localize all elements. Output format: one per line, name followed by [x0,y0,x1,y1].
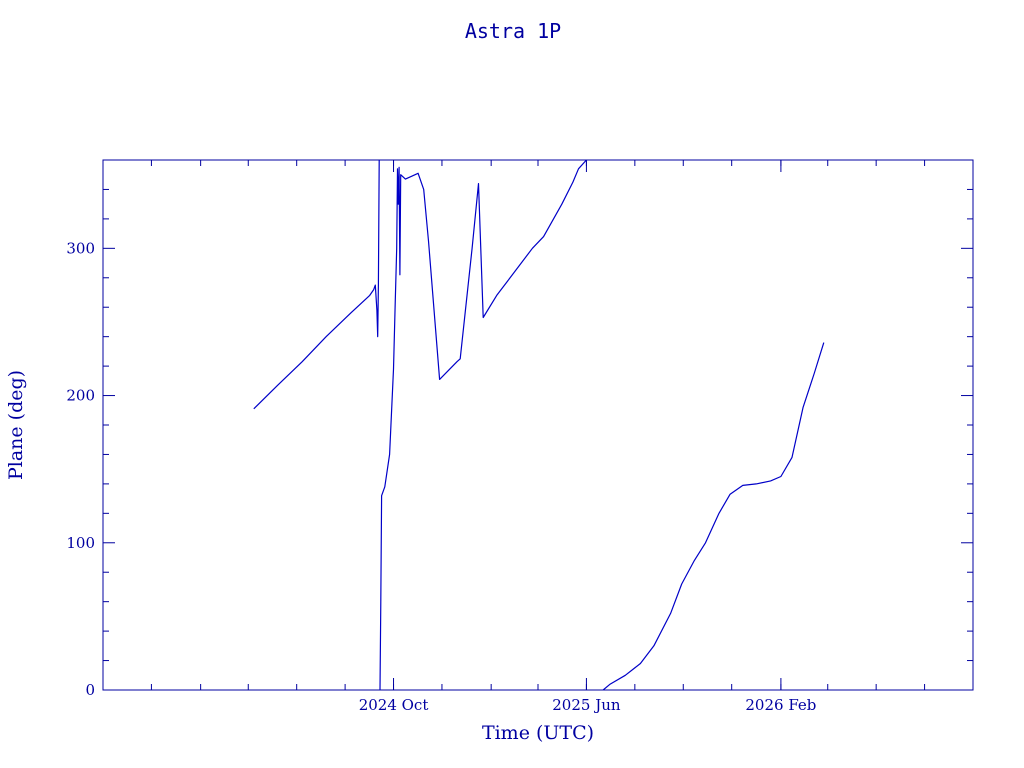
chart-title: Astra 1P [465,19,561,43]
series-line-3 [602,342,825,691]
x-tick-label: 2025 Jun [552,696,621,714]
axis-ticks [103,160,973,690]
y-axis-label: Plane (deg) [5,370,27,480]
plot-frame [102,159,974,691]
axis-tick-labels: 2024 Oct 2025 Jun 2026 Feb 0 100 200 300 [66,239,816,714]
x-axis-label: Time (UTC) [482,722,594,744]
x-tick-label: 2024 Oct [359,696,429,714]
series-layer [253,159,825,691]
y-tick-label: 0 [85,681,95,699]
y-tick-label: 100 [66,534,95,552]
y-tick-label: 300 [66,239,95,257]
series-line-1 [253,159,380,410]
y-tick-label: 200 [66,387,95,405]
x-tick-label: 2026 Feb [745,696,816,714]
series-line-2 [379,159,587,691]
